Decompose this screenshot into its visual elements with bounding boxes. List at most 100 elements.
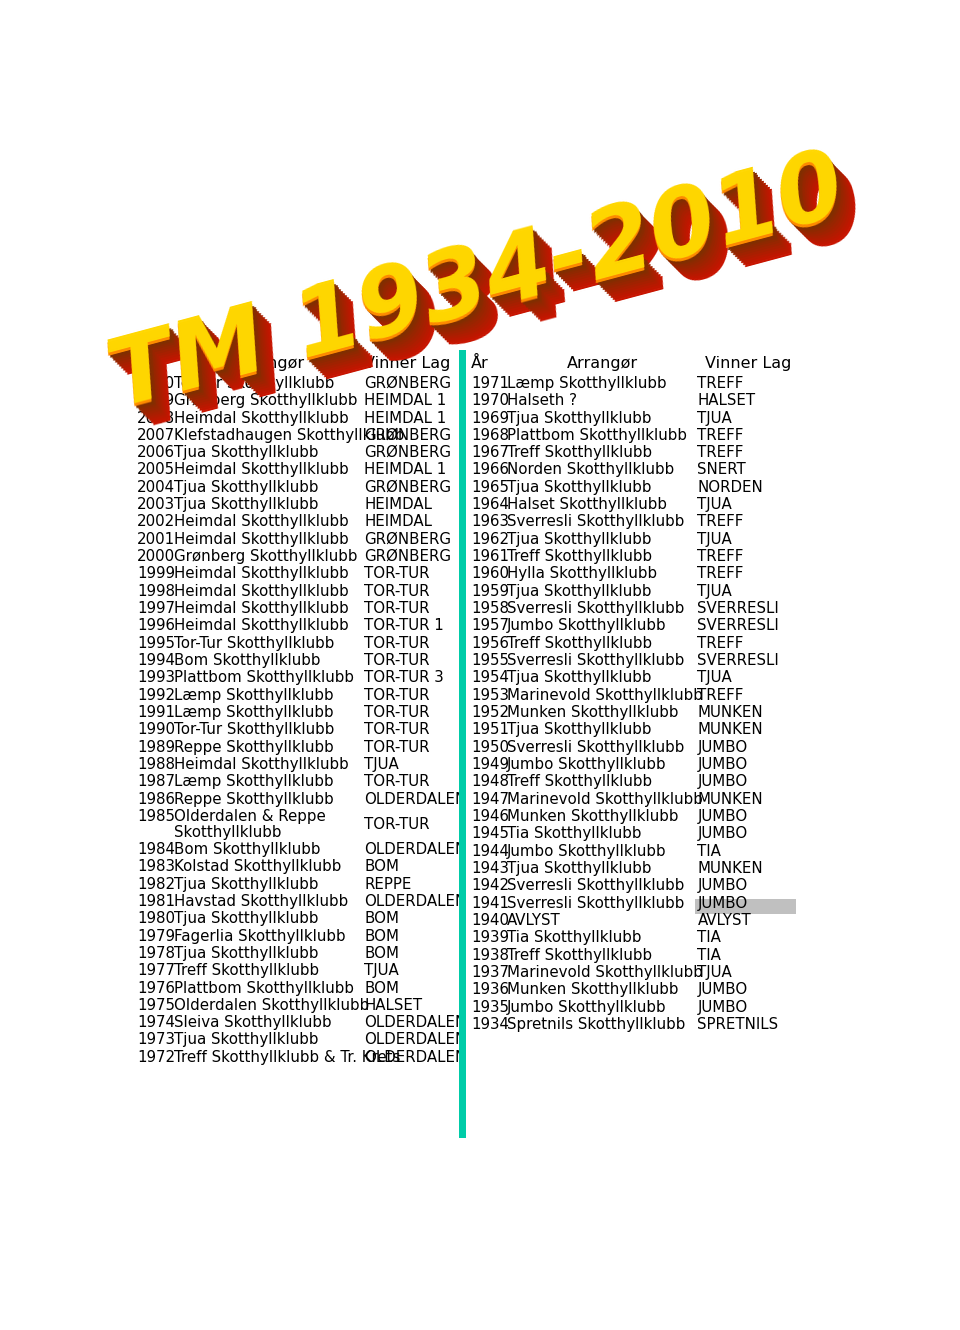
Text: 1974: 1974 bbox=[137, 1015, 175, 1031]
Text: 2008: 2008 bbox=[137, 411, 175, 426]
Text: 1952: 1952 bbox=[471, 705, 509, 720]
Text: Bom Skotthyllklubb: Bom Skotthyllklubb bbox=[175, 842, 321, 857]
Text: SVERRESLI: SVERRESLI bbox=[697, 618, 780, 633]
Text: 2000: 2000 bbox=[137, 549, 175, 564]
Text: GRØNBERG: GRØNBERG bbox=[364, 480, 451, 495]
Text: Treff Skotthyllklubb: Treff Skotthyllklubb bbox=[507, 636, 652, 650]
Text: HALSET: HALSET bbox=[697, 394, 756, 408]
Text: 1991: 1991 bbox=[137, 705, 175, 720]
Text: TOR-TUR: TOR-TUR bbox=[364, 567, 430, 581]
Text: 1963: 1963 bbox=[471, 515, 509, 529]
Text: Vinner Lag: Vinner Lag bbox=[364, 356, 450, 371]
Text: Heimdal Skotthyllklubb: Heimdal Skotthyllklubb bbox=[175, 584, 349, 598]
Text: Arrangør: Arrangør bbox=[566, 356, 637, 371]
Text: Sverresli Skotthyllklubb: Sverresli Skotthyllklubb bbox=[507, 653, 684, 668]
Text: Sverresli Skotthyllklubb: Sverresli Skotthyllklubb bbox=[507, 515, 684, 529]
Text: 1975: 1975 bbox=[137, 998, 175, 1013]
Text: Tia Skotthyllklubb: Tia Skotthyllklubb bbox=[507, 826, 641, 842]
Text: TM 1934-2010: TM 1934-2010 bbox=[111, 157, 866, 442]
Text: Olderdalen Skotthyllklubb: Olderdalen Skotthyllklubb bbox=[175, 998, 370, 1013]
Text: Heimdal Skotthyllklubb: Heimdal Skotthyllklubb bbox=[175, 411, 349, 426]
Text: GRØNBERG: GRØNBERG bbox=[364, 549, 451, 564]
Text: Marinevold Skotthyllklubb: Marinevold Skotthyllklubb bbox=[507, 688, 703, 702]
Text: TIA: TIA bbox=[697, 843, 721, 859]
Text: Treff Skotthyllklubb & Tr. Krets: Treff Skotthyllklubb & Tr. Krets bbox=[175, 1049, 400, 1065]
Text: JUMBO: JUMBO bbox=[697, 757, 748, 771]
Text: JUMBO: JUMBO bbox=[697, 774, 748, 789]
Text: Jumbo Skotthyllklubb: Jumbo Skotthyllklubb bbox=[507, 1000, 666, 1015]
Text: 1948: 1948 bbox=[471, 774, 509, 789]
Text: TJUA: TJUA bbox=[364, 757, 398, 771]
Text: TM 1934-2010: TM 1934-2010 bbox=[100, 142, 854, 428]
Text: 1988: 1988 bbox=[137, 757, 175, 771]
Text: JUMBO: JUMBO bbox=[697, 983, 748, 998]
Text: AVLYST: AVLYST bbox=[697, 912, 751, 928]
Text: Tjua Skotthyllklubb: Tjua Skotthyllklubb bbox=[507, 532, 651, 547]
Text: TM 1934-2010: TM 1934-2010 bbox=[102, 148, 856, 432]
Text: Sverresli Skotthyllklubb: Sverresli Skotthyllklubb bbox=[507, 895, 684, 911]
Text: 2005: 2005 bbox=[137, 463, 175, 477]
Text: Sverresli Skotthyllklubb: Sverresli Skotthyllklubb bbox=[507, 878, 684, 894]
Text: 1997: 1997 bbox=[137, 601, 175, 616]
Text: 1969: 1969 bbox=[471, 411, 509, 426]
Text: OLDERDALEN: OLDERDALEN bbox=[364, 1049, 467, 1065]
Text: TREFF: TREFF bbox=[697, 688, 744, 702]
Text: NORDEN: NORDEN bbox=[697, 480, 763, 495]
Text: 1947: 1947 bbox=[471, 791, 509, 807]
Text: TOR-TUR: TOR-TUR bbox=[364, 584, 430, 598]
Text: 1942: 1942 bbox=[471, 878, 509, 894]
Text: Fagerlia Skotthyllklubb: Fagerlia Skotthyllklubb bbox=[175, 928, 346, 943]
Text: 1936: 1936 bbox=[471, 983, 509, 998]
Text: TIA: TIA bbox=[697, 947, 721, 963]
Text: TM 1934-2010: TM 1934-2010 bbox=[119, 165, 874, 450]
Text: 1993: 1993 bbox=[137, 670, 175, 685]
Text: TREFF: TREFF bbox=[697, 567, 744, 581]
Text: Arrangør: Arrangør bbox=[233, 356, 304, 371]
Text: 1995: 1995 bbox=[137, 636, 175, 650]
Text: 1976: 1976 bbox=[137, 980, 175, 996]
Text: 1944: 1944 bbox=[471, 843, 509, 859]
Text: Tjua Skotthyllklubb: Tjua Skotthyllklubb bbox=[175, 480, 319, 495]
Text: 1960: 1960 bbox=[471, 567, 509, 581]
Text: Heimdal Skotthyllklubb: Heimdal Skotthyllklubb bbox=[175, 567, 349, 581]
Text: TM 1934-2010: TM 1934-2010 bbox=[106, 152, 860, 436]
Text: Plattbom Skotthyllklubb: Plattbom Skotthyllklubb bbox=[175, 670, 354, 685]
Text: OLDERDALEN: OLDERDALEN bbox=[364, 1032, 467, 1048]
Text: JUMBO: JUMBO bbox=[697, 1000, 748, 1015]
Text: 1987: 1987 bbox=[137, 774, 175, 789]
Text: Halseth ?: Halseth ? bbox=[507, 394, 577, 408]
Text: Hylla Skotthyllklubb: Hylla Skotthyllklubb bbox=[507, 567, 657, 581]
Text: Heimdal Skotthyllklubb: Heimdal Skotthyllklubb bbox=[175, 618, 349, 633]
Text: 1937: 1937 bbox=[471, 966, 509, 980]
Text: HEIMDAL: HEIMDAL bbox=[364, 497, 432, 512]
Text: GRØNBERG: GRØNBERG bbox=[364, 446, 451, 460]
Text: 1979: 1979 bbox=[137, 928, 175, 943]
Text: TOR-TUR: TOR-TUR bbox=[364, 774, 430, 789]
Text: MUNKEN: MUNKEN bbox=[697, 791, 763, 807]
Text: OLDERDALEN: OLDERDALEN bbox=[364, 894, 467, 908]
Text: TREFF: TREFF bbox=[697, 428, 744, 443]
Text: Tjua Skotthyllklubb: Tjua Skotthyllklubb bbox=[175, 911, 319, 926]
Text: Jumbo Skotthyllklubb: Jumbo Skotthyllklubb bbox=[507, 757, 666, 771]
Text: OLDERDALEN: OLDERDALEN bbox=[364, 842, 467, 857]
Text: År: År bbox=[137, 356, 155, 371]
Text: SPRETNILS: SPRETNILS bbox=[697, 1017, 779, 1032]
Text: Læmp Skotthyllklubb: Læmp Skotthyllklubb bbox=[175, 705, 334, 720]
Text: Tjua Skotthyllklubb: Tjua Skotthyllklubb bbox=[507, 861, 651, 876]
Text: 2006: 2006 bbox=[137, 446, 175, 460]
Text: 1970: 1970 bbox=[471, 394, 509, 408]
Text: 1978: 1978 bbox=[137, 946, 175, 960]
Text: TOR-TUR: TOR-TUR bbox=[364, 688, 430, 702]
Text: 1939: 1939 bbox=[471, 930, 509, 946]
Text: 1966: 1966 bbox=[471, 463, 509, 477]
Text: SNERT: SNERT bbox=[697, 463, 746, 477]
Text: TREFF: TREFF bbox=[697, 515, 744, 529]
Text: HEIMDAL 1: HEIMDAL 1 bbox=[364, 411, 446, 426]
Text: 2007: 2007 bbox=[137, 428, 175, 443]
Text: TOR-TUR: TOR-TUR bbox=[364, 705, 430, 720]
Text: Treff Skotthyllklubb: Treff Skotthyllklubb bbox=[507, 947, 652, 963]
Text: MUNKEN: MUNKEN bbox=[697, 722, 763, 737]
Text: AVLYST: AVLYST bbox=[507, 912, 561, 928]
Text: 2004: 2004 bbox=[137, 480, 175, 495]
Text: 1998: 1998 bbox=[137, 584, 175, 598]
